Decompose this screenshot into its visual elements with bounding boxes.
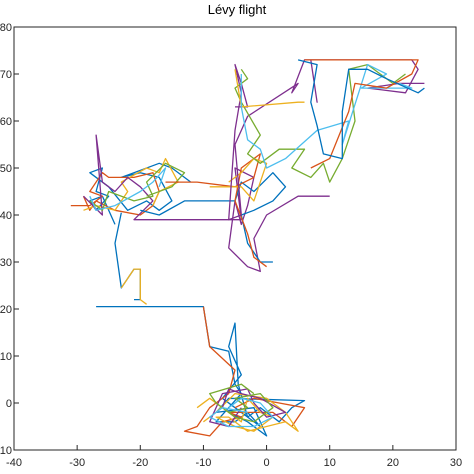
- series-line-2: [196, 392, 299, 432]
- chart-title: Lévy flight: [208, 2, 267, 17]
- x-tick-label: 10: [324, 457, 336, 469]
- y-tick-label: 0: [6, 398, 12, 410]
- series-line-13: [89, 167, 167, 211]
- series-line-22: [297, 59, 425, 160]
- series-line-21: [304, 59, 419, 169]
- y-tick-label: 50: [0, 163, 12, 175]
- series-line-14: [140, 172, 287, 263]
- series-line-15: [165, 153, 267, 268]
- x-axis: -40 -30 -20 -10 0 10 20 30: [6, 445, 462, 469]
- y-tick-label: 30: [0, 257, 12, 269]
- series-line-7: [120, 268, 147, 305]
- series-line-10: [83, 157, 179, 211]
- y-tick-label: 70: [0, 69, 12, 81]
- series-line-6: [114, 212, 141, 301]
- series-line-19: [234, 69, 305, 108]
- y-tick-label: 40: [0, 210, 12, 222]
- y-tick-label: 60: [0, 116, 12, 128]
- series-line-5: [209, 397, 274, 428]
- series-line-20: [240, 63, 413, 169]
- x-tick-label: 20: [387, 457, 399, 469]
- x-tick-label: -20: [132, 457, 148, 469]
- x-tick-label: -30: [69, 457, 85, 469]
- y-tick-label: 20: [0, 304, 12, 316]
- y-tick-label: 80: [0, 22, 12, 34]
- series-line-4: [209, 383, 274, 423]
- plot-area: [13, 26, 457, 451]
- series-line-3: [209, 388, 287, 428]
- series-line-11: [83, 134, 330, 273]
- series-line-9: [70, 172, 160, 216]
- series-line-1: [183, 306, 306, 437]
- y-tick-label: 10: [0, 351, 12, 363]
- series-line-16: [209, 157, 268, 202]
- x-tick-label: -10: [195, 457, 211, 469]
- series-line-12: [89, 162, 186, 211]
- series-line-17: [228, 59, 425, 221]
- series-line-18: [234, 63, 406, 183]
- y-tick-label: -10: [0, 445, 12, 457]
- series-layer: [70, 59, 425, 437]
- x-tick-label: 0: [264, 457, 270, 469]
- x-tick-label: -40: [6, 457, 22, 469]
- x-tick-label: 30: [450, 457, 462, 469]
- y-axis: -10 0 10 20 30 40 50 60 70 80: [0, 22, 19, 457]
